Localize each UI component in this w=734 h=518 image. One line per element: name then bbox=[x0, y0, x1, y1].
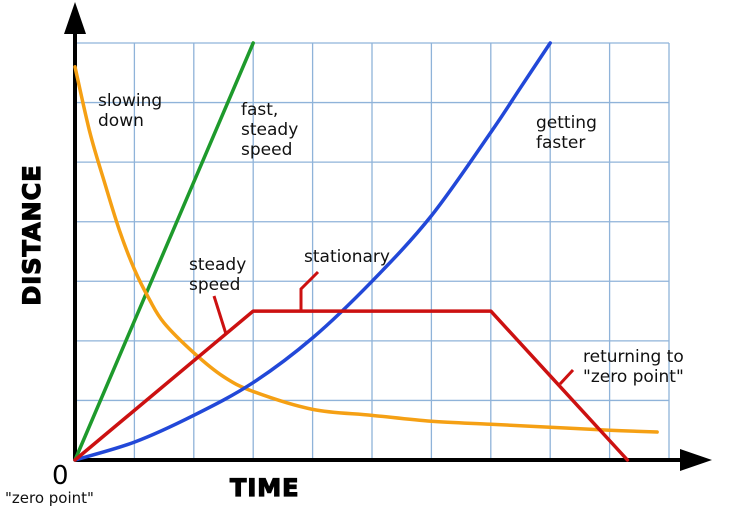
origin-caption: "zero point" bbox=[5, 489, 94, 507]
leader-steady-speed bbox=[212, 295, 228, 335]
origin-label: 0 bbox=[52, 461, 69, 491]
series-slowing-down bbox=[73, 65, 659, 434]
x-axis-title: TIME bbox=[230, 474, 300, 502]
annotation-leaders bbox=[212, 270, 575, 386]
label-stationary: stationary bbox=[304, 247, 390, 267]
y-axis-arrow-icon bbox=[64, 2, 86, 34]
series-steady-stationary-returning bbox=[73, 309, 630, 462]
label-returning-to-zero-point: returning to "zero point" bbox=[583, 347, 684, 387]
label-slowing-down: slowing down bbox=[98, 91, 162, 131]
y-axis-title: DISTANCE bbox=[18, 164, 46, 305]
series-getting-faster bbox=[73, 41, 552, 462]
annotation-labels: slowing down fast, steady speed getting faster… bbox=[98, 91, 684, 387]
x-axis-arrow-icon bbox=[680, 449, 712, 471]
label-fast-steady-speed: fast, steady speed bbox=[241, 100, 298, 160]
series-lines bbox=[73, 41, 659, 462]
leader-returning bbox=[558, 368, 575, 386]
axes bbox=[64, 2, 712, 471]
label-getting-faster: getting faster bbox=[536, 113, 597, 153]
leader-stationary bbox=[299, 270, 320, 312]
series-fast-steady-speed bbox=[73, 41, 255, 462]
label-steady-speed: steady speed bbox=[189, 255, 246, 295]
